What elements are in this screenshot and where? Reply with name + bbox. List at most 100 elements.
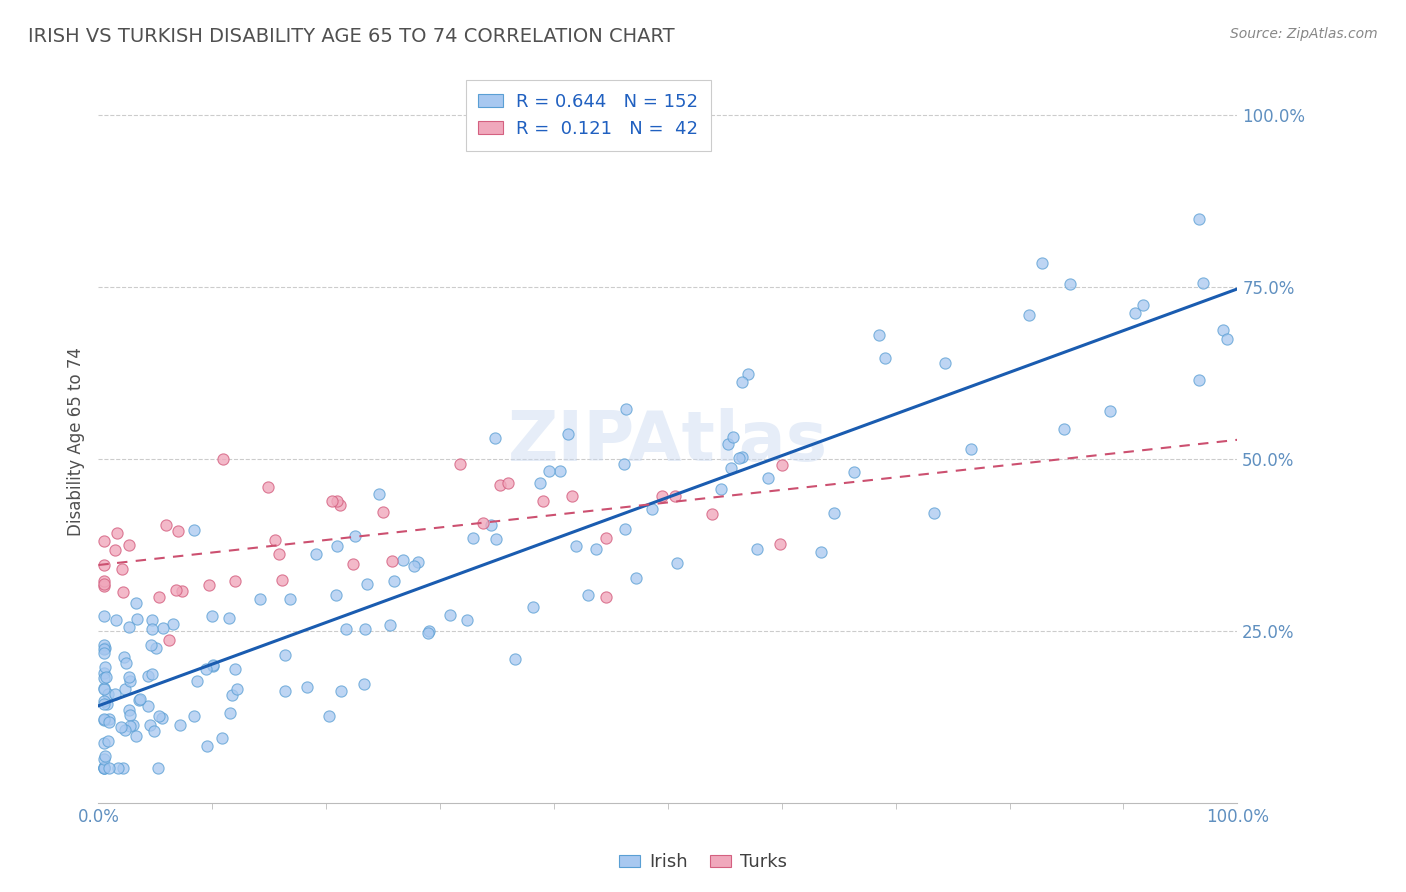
Point [756,470,779,484]
Point [112,585,135,599]
Point [344,529,367,543]
Point [128,692,150,706]
Point [122,718,145,732]
Point [93,694,115,708]
Point [93,712,115,726]
Point [93,752,115,766]
Point [94,641,117,656]
Point [114,682,136,697]
Point [165,583,187,598]
Point [1192,277,1215,291]
Point [93,579,115,593]
Point [641,502,664,516]
Point [297,681,319,695]
Point [98,712,121,726]
Point [170,583,193,598]
Point [97,687,120,701]
Point [391,552,413,566]
Point [326,494,349,508]
Point [380,554,402,568]
Point [201,657,224,672]
Point [225,682,247,697]
Point [104,688,127,702]
Point [141,613,163,627]
Point [305,548,328,562]
Point [614,402,637,417]
Point [125,612,148,626]
Point [479,517,502,532]
Point [104,613,127,627]
Text: Source: ZipAtlas.com: Source: ZipAtlas.com [1230,27,1378,41]
Point [93,697,115,711]
Point [93,736,115,750]
Point [356,576,378,591]
Point [218,706,240,721]
Point [585,542,607,557]
Point [118,707,141,722]
Point [922,506,945,520]
Point [747,542,769,557]
Point [211,731,233,746]
Point [169,717,191,731]
Point [93,638,115,652]
Point [402,559,425,574]
Point [565,539,588,553]
Point [105,526,128,541]
Point [221,689,243,703]
Point [249,591,271,606]
Point [1018,308,1040,322]
Point [484,431,506,445]
Point [456,613,478,627]
Point [93,641,115,656]
Point [522,599,544,614]
Point [439,607,461,622]
Text: ZIPAtlas: ZIPAtlas [508,408,828,475]
Point [731,375,754,389]
Point [873,351,896,366]
Point [664,489,686,503]
Point [335,622,357,636]
Point [224,662,246,676]
Point [960,442,983,457]
Point [93,761,115,775]
Point [1099,404,1122,418]
Point [557,427,579,442]
Point [595,531,617,545]
Point [1132,298,1154,312]
Point [717,437,740,451]
Point [157,632,180,647]
Point [186,674,208,689]
Point [162,616,184,631]
Point [96,670,118,684]
Point [367,487,389,501]
Point [152,621,174,635]
Point [94,748,117,763]
Point [720,461,742,475]
Y-axis label: Disability Age 65 to 74: Disability Age 65 to 74 [66,347,84,536]
Point [118,673,141,688]
Point [267,547,290,561]
Point [93,665,115,680]
Point [111,562,134,576]
Point [318,709,340,723]
Point [93,681,115,696]
Point [449,458,471,472]
Point [810,544,832,558]
Point [114,656,136,670]
Text: IRISH VS TURKISH DISABILITY AGE 65 TO 74 CORRELATION CHART: IRISH VS TURKISH DISABILITY AGE 65 TO 74… [28,27,675,45]
Point [1053,422,1076,436]
Point [93,533,115,548]
Point [257,480,280,494]
Point [148,709,170,723]
Point [868,327,890,342]
Point [93,761,115,775]
Point [224,574,246,588]
Point [118,538,141,552]
Point [769,537,792,551]
Point [195,739,218,753]
Point [529,475,551,490]
Point [93,577,115,591]
Point [700,507,723,521]
Point [212,451,235,466]
Point [125,729,148,743]
